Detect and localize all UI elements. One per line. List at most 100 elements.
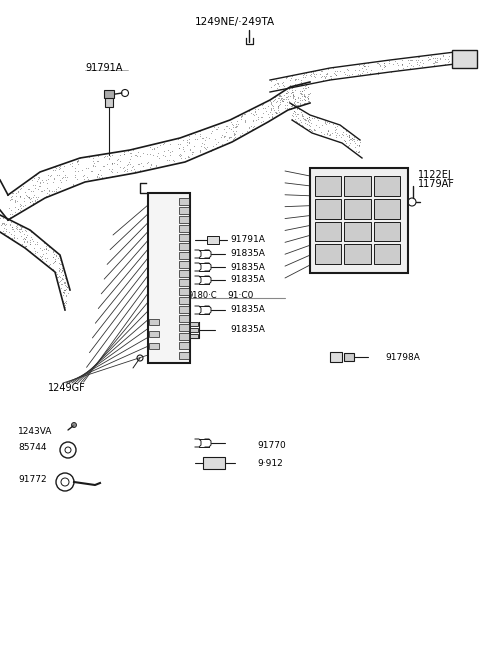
- Point: [82, 163, 89, 173]
- Point: [31, 194, 39, 205]
- Point: [273, 78, 280, 89]
- Point: [331, 125, 338, 135]
- Point: [52, 266, 60, 277]
- Point: [342, 129, 350, 140]
- Point: [31, 239, 38, 250]
- Bar: [179, 234, 189, 240]
- Point: [356, 137, 363, 147]
- Point: [276, 97, 284, 108]
- Point: [390, 58, 397, 69]
- Point: [240, 108, 248, 119]
- Point: [16, 191, 24, 202]
- Point: [290, 97, 298, 108]
- Point: [49, 165, 57, 175]
- Point: [8, 223, 15, 234]
- Point: [13, 233, 21, 244]
- Point: [125, 157, 133, 168]
- Point: [177, 149, 184, 160]
- Point: [174, 134, 182, 145]
- Point: [34, 183, 42, 194]
- Point: [355, 59, 363, 70]
- Point: [342, 125, 349, 136]
- Point: [180, 142, 187, 152]
- Point: [93, 156, 101, 166]
- Point: [289, 87, 297, 97]
- Point: [268, 112, 276, 123]
- Point: [31, 190, 38, 200]
- Point: [296, 104, 303, 114]
- Point: [385, 57, 393, 68]
- Point: [95, 171, 103, 182]
- Point: [93, 172, 101, 183]
- Point: [60, 285, 68, 296]
- Point: [163, 154, 171, 165]
- Point: [254, 104, 262, 114]
- Point: [124, 158, 132, 169]
- Point: [7, 192, 15, 202]
- Text: 1243VA: 1243VA: [18, 428, 52, 436]
- Point: [52, 251, 60, 261]
- Point: [217, 131, 225, 142]
- Point: [272, 108, 279, 118]
- Point: [380, 60, 388, 70]
- Point: [307, 70, 314, 81]
- Point: [311, 66, 319, 77]
- Point: [147, 160, 155, 171]
- Point: [356, 147, 363, 157]
- Point: [366, 67, 374, 78]
- Point: [303, 113, 311, 124]
- Point: [328, 128, 336, 139]
- Point: [40, 193, 48, 203]
- Bar: [330, 352, 342, 362]
- Point: [251, 124, 258, 134]
- Point: [38, 251, 46, 261]
- Point: [361, 61, 369, 72]
- Point: [301, 82, 309, 93]
- Point: [302, 68, 310, 78]
- Point: [300, 89, 308, 99]
- Bar: [373, 221, 400, 241]
- Point: [140, 161, 147, 171]
- Point: [251, 109, 258, 120]
- Point: [176, 139, 184, 150]
- Point: [36, 176, 44, 187]
- Point: [108, 158, 116, 168]
- Point: [106, 154, 113, 164]
- Point: [204, 141, 211, 152]
- Point: [282, 72, 290, 83]
- Point: [299, 110, 306, 121]
- Point: [110, 158, 118, 168]
- Point: [66, 159, 73, 170]
- Point: [332, 131, 339, 142]
- Point: [160, 146, 168, 156]
- Bar: [203, 457, 225, 469]
- Point: [312, 120, 320, 130]
- Point: [272, 107, 280, 118]
- Point: [178, 149, 185, 160]
- Point: [227, 124, 235, 134]
- Point: [398, 59, 406, 70]
- Point: [345, 140, 353, 150]
- Point: [332, 124, 339, 135]
- Point: [286, 83, 293, 94]
- Point: [5, 227, 12, 238]
- Point: [267, 97, 275, 108]
- Point: [45, 241, 53, 252]
- Point: [429, 58, 437, 68]
- Text: 1249GF: 1249GF: [48, 383, 86, 393]
- Point: [294, 91, 302, 102]
- Point: [147, 159, 155, 170]
- Point: [278, 95, 286, 105]
- Point: [160, 137, 168, 148]
- Point: [9, 222, 16, 233]
- Point: [264, 116, 272, 126]
- Point: [301, 91, 309, 102]
- Point: [50, 173, 58, 183]
- Point: [380, 62, 388, 72]
- Point: [289, 90, 297, 101]
- Point: [38, 175, 46, 186]
- Point: [339, 123, 347, 133]
- Point: [21, 222, 28, 233]
- Point: [291, 95, 299, 106]
- Point: [57, 275, 65, 285]
